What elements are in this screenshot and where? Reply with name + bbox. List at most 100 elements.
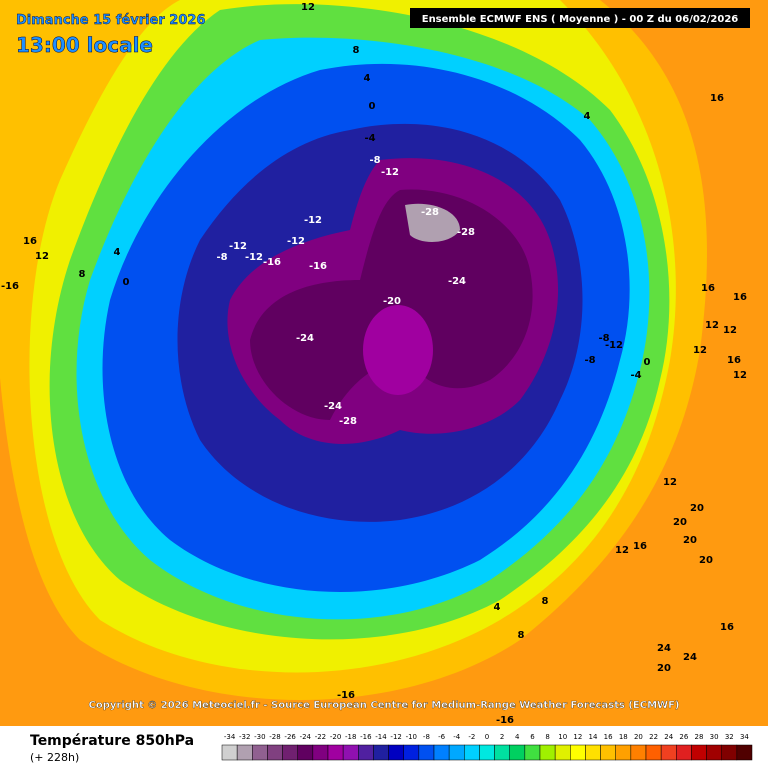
scale-swatch xyxy=(600,744,616,761)
scale-label: 26 xyxy=(679,733,688,741)
scale-swatch xyxy=(570,744,586,761)
scale-swatch xyxy=(630,744,647,761)
scale-label: 28 xyxy=(695,733,704,741)
contour-label: -28 xyxy=(339,416,357,427)
scale-label: -4 xyxy=(453,733,461,741)
scale-label: -12 xyxy=(390,733,401,741)
contour-label: -24 xyxy=(448,276,466,287)
contour-label: 24 xyxy=(683,652,697,663)
contour-label: 16 xyxy=(701,283,715,294)
scale-label: 2 xyxy=(500,733,504,741)
scale-swatch xyxy=(585,744,601,761)
scale-swatch xyxy=(418,744,435,761)
scale-label: -34 xyxy=(224,733,236,741)
contour-label: 4 xyxy=(584,111,591,122)
contour-label: -16 xyxy=(496,715,514,726)
contour-label: 4 xyxy=(494,602,501,613)
scale-swatch xyxy=(736,744,753,761)
contour-label: -24 xyxy=(324,401,342,412)
scale-label: 32 xyxy=(725,733,734,741)
contour-label: 16 xyxy=(720,622,734,633)
contour-label: 12 xyxy=(705,320,719,331)
scale-swatch xyxy=(691,744,707,761)
scale-swatch xyxy=(615,744,632,761)
scale-swatch xyxy=(676,744,692,761)
contour-label: 12 xyxy=(35,251,49,262)
contour-label: -28 xyxy=(421,207,439,218)
scale-swatch xyxy=(297,744,314,761)
scale-swatch xyxy=(327,744,344,761)
scale-label: 16 xyxy=(604,733,613,741)
scale-swatch xyxy=(358,744,374,761)
contour-label: 12 xyxy=(301,2,315,13)
time-text: 13:00 locale xyxy=(16,33,153,57)
scale-label: 8 xyxy=(545,733,549,741)
contour-label: -8 xyxy=(584,355,595,366)
date-text: Dimanche 15 février 2026 xyxy=(16,13,206,28)
scale-label: -18 xyxy=(345,733,356,741)
scale-swatch xyxy=(267,744,283,761)
scale-label: 6 xyxy=(530,733,535,741)
scale-label: -30 xyxy=(254,733,265,741)
scale-swatch xyxy=(479,744,495,761)
contour-label: 8 xyxy=(542,596,549,607)
inner-warm-spot xyxy=(363,305,433,395)
contour-label: -16 xyxy=(337,690,355,701)
scale-swatch xyxy=(433,744,450,761)
scale-swatch xyxy=(645,744,662,761)
scale-label: 30 xyxy=(710,733,719,741)
contour-label: 20 xyxy=(673,517,687,528)
scale-swatch xyxy=(464,744,480,761)
scale-swatch xyxy=(388,744,404,761)
contour-label: -16 xyxy=(263,257,281,268)
scale-label: -6 xyxy=(438,733,446,741)
color-scale: -34 -32 -30 -28 -26 -24 -22 -20 -18 -16 -14 -12 -10-… xyxy=(221,733,753,761)
scale-label: 24 xyxy=(664,733,673,741)
scale-swatch xyxy=(252,744,268,761)
scale-swatch xyxy=(509,744,526,761)
scale-swatch xyxy=(448,744,465,761)
contour-label: 20 xyxy=(690,503,704,514)
scale-label: 12 xyxy=(573,733,582,741)
contour-label: 4 xyxy=(364,73,371,84)
contour-label: 12 xyxy=(723,325,737,336)
contour-label: -8 xyxy=(369,155,380,166)
legend-title: Température 850hPa xyxy=(30,733,194,749)
scale-swatch xyxy=(539,744,556,761)
scale-swatch xyxy=(494,744,510,761)
contour-label: -8 xyxy=(598,333,609,344)
legend-subtitle: (+ 228h) xyxy=(30,751,79,764)
scale-label: 22 xyxy=(649,733,658,741)
scale-label: -24 xyxy=(300,733,312,741)
scale-swatch xyxy=(236,744,253,761)
scale-label: 14 xyxy=(589,733,598,741)
scale-swatch xyxy=(721,744,738,761)
scale-label: -22 xyxy=(315,733,326,741)
contour-label: 0 xyxy=(644,357,651,368)
contour-label: 8 xyxy=(518,630,525,641)
contour-label: -4 xyxy=(364,133,375,144)
scale-label: 4 xyxy=(515,733,520,741)
contour-label: 16 xyxy=(710,93,724,104)
scale-swatch xyxy=(373,744,389,761)
contour-label: 16 xyxy=(727,355,741,366)
scale-label: -14 xyxy=(375,733,387,741)
contour-label: -4 xyxy=(630,370,641,381)
scale-swatch xyxy=(554,744,571,761)
contour-label: -12 xyxy=(304,215,322,226)
scale-label: -16 xyxy=(360,733,372,741)
contour-label: 16 xyxy=(733,292,747,303)
contour-label: 16 xyxy=(23,236,37,247)
scale-label: 10 xyxy=(558,733,567,741)
scale-label: 18 xyxy=(619,733,628,741)
model-title: Ensemble ECMWF ENS ( Moyenne ) - 00 Z du… xyxy=(422,14,739,25)
contour-label: 20 xyxy=(699,555,713,566)
contour-label: 12 xyxy=(615,545,629,556)
contour-label: -16 xyxy=(309,261,327,272)
contour-label: -24 xyxy=(296,333,314,344)
copyright: Copyright © 2026 Meteociel.fr - Source E… xyxy=(89,700,680,711)
contour-label: -16 xyxy=(1,281,19,292)
scale-label: -28 xyxy=(269,733,280,741)
